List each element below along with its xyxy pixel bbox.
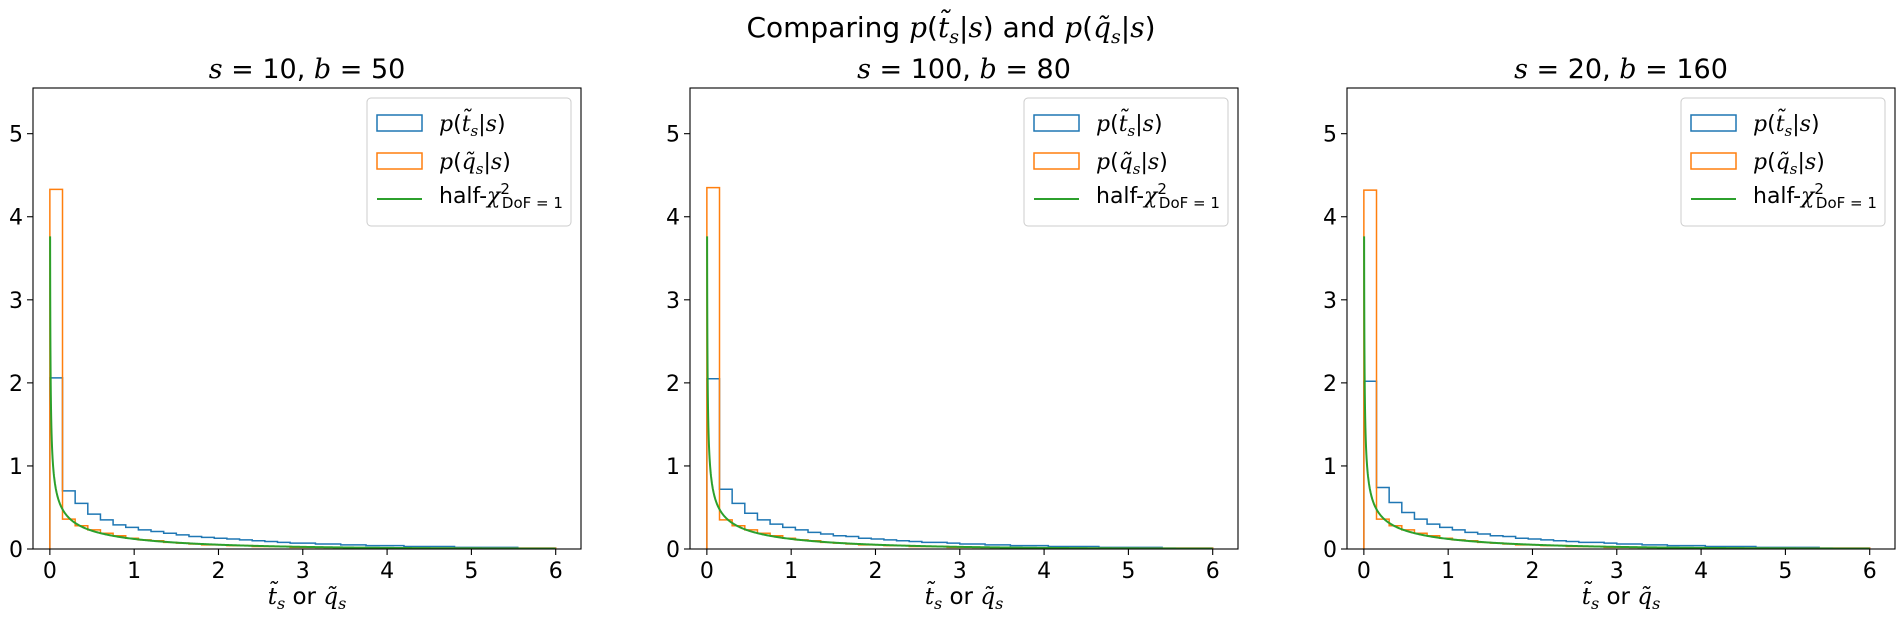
x-tick-label: 0 (1357, 559, 1371, 584)
half-chi2-curve (1363, 236, 1870, 549)
legend-label-t-tilde: p(t̃s|s) (1096, 107, 1163, 140)
legend-box (1680, 97, 1886, 227)
subplot-title: s = 10, b = 50 (209, 54, 406, 85)
legend-label-chi2: half-χ2 DoF = 1 (1096, 180, 1220, 212)
x-tick-label: 3 (296, 559, 310, 584)
legend-label-q-tilde: p(q̃s|s) (1096, 150, 1168, 178)
subplot-1: s = 10, b = 50 0 1 2 3 4 5 6 0 1 2 3 4 5 t̃s or q̃s p(t… (9, 54, 582, 613)
plot-area (49, 188, 557, 549)
x-tick-label: 6 (1206, 559, 1220, 584)
y-tick-label: 0 (1323, 538, 1337, 563)
y-tick-label: 1 (9, 455, 23, 480)
x-tick-label: 2 (1525, 559, 1539, 584)
axes-frame (1346, 87, 1896, 550)
legend-swatch-q-tilde (1690, 152, 1737, 170)
y-tick-label: 2 (666, 372, 680, 397)
x-axis-label: t̃s or q̃s (925, 580, 1004, 613)
figure-title: Comparing p(t̃s|s) and p(q̃s|s) (746, 9, 1155, 48)
subplot-title: s = 20, b = 160 (1514, 54, 1728, 85)
legend-swatch-t-tilde (376, 114, 423, 132)
y-tick-label: 0 (666, 538, 680, 563)
legend-label-t-tilde: p(t̃s|s) (1753, 107, 1820, 140)
y-tick-label: 0 (9, 538, 23, 563)
plot-area (706, 186, 1214, 549)
y-tick-label: 4 (666, 206, 680, 231)
x-tick-label: 5 (1778, 559, 1792, 584)
y-tick-label: 2 (9, 372, 23, 397)
x-tick-label: 1 (127, 559, 141, 584)
y-tick-label: 1 (666, 455, 680, 480)
y-tick-label: 3 (1323, 289, 1337, 314)
x-tick-label: 2 (868, 559, 882, 584)
histogram-step-line (49, 377, 557, 549)
plot-area (1363, 189, 1871, 549)
x-tick-label: 1 (1441, 559, 1455, 584)
legend-swatch-q-tilde (376, 152, 423, 170)
y-tick-label: 5 (666, 123, 680, 148)
subplot-title: s = 100, b = 80 (857, 54, 1071, 85)
legend-label-chi2: half-χ2 DoF = 1 (1753, 180, 1877, 212)
legend-swatch-t-tilde (1690, 114, 1737, 132)
subplot-2: s = 100, b = 80 0 1 2 3 4 5 6 0 1 2 3 4 5 t̃s or q̃s p(… (666, 54, 1239, 613)
legend-swatch-q-tilde (1033, 152, 1080, 170)
x-axis-label: t̃s or q̃s (268, 580, 347, 613)
y-tick-label: 4 (1323, 206, 1337, 231)
y-tick-label: 3 (666, 289, 680, 314)
x-tick-label: 3 (953, 559, 967, 584)
x-tick-label: 3 (1610, 559, 1624, 584)
y-tick-label: 3 (9, 289, 23, 314)
x-tick-label: 4 (1037, 559, 1051, 584)
half-chi2-curve (706, 236, 1213, 549)
x-tick-label: 2 (211, 559, 225, 584)
histogram-t-tilde (49, 377, 557, 549)
legend: p(t̃s|s) p(q̃s|s)half-χ2 DoF = 1 (366, 97, 572, 227)
legend-box (366, 97, 572, 227)
x-tick-label: 5 (464, 559, 478, 584)
x-tick-label: 4 (380, 559, 394, 584)
subplots: s = 10, b = 50 0 1 2 3 4 5 6 0 1 2 3 4 5 t̃s or q̃s p(t… (9, 54, 1896, 613)
x-tick-label: 1 (784, 559, 798, 584)
y-tick-label: 4 (9, 206, 23, 231)
legend-label-t-tilde: p(t̃s|s) (439, 107, 506, 140)
axes-frame (32, 87, 582, 550)
legend: p(t̃s|s) p(q̃s|s)half-χ2 DoF = 1 (1023, 97, 1229, 227)
legend-box (1023, 97, 1229, 227)
x-tick-label: 0 (700, 559, 714, 584)
legend-label-q-tilde: p(q̃s|s) (439, 150, 511, 178)
legend-swatch-t-tilde (1033, 114, 1080, 132)
legend-label-chi2: half-χ2 DoF = 1 (439, 180, 563, 212)
x-axis-label: t̃s or q̃s (1582, 580, 1661, 613)
x-tick-label: 0 (43, 559, 57, 584)
y-tick-label: 1 (1323, 455, 1337, 480)
x-tick-label: 4 (1694, 559, 1708, 584)
x-tick-label: 6 (549, 559, 563, 584)
legend-label-q-tilde: p(q̃s|s) (1753, 150, 1825, 178)
x-tick-label: 6 (1863, 559, 1877, 584)
y-tick-label: 5 (9, 123, 23, 148)
axes-frame (689, 87, 1239, 550)
y-tick-label: 2 (1323, 372, 1337, 397)
half-chi2-curve (49, 236, 556, 549)
legend: p(t̃s|s) p(q̃s|s)half-χ2 DoF = 1 (1680, 97, 1886, 227)
subplot-3: s = 20, b = 160 0 1 2 3 4 5 6 0 1 2 3 4 5 t̃s or q̃s p(… (1323, 54, 1896, 613)
x-tick-label: 5 (1121, 559, 1135, 584)
y-tick-label: 5 (1323, 123, 1337, 148)
